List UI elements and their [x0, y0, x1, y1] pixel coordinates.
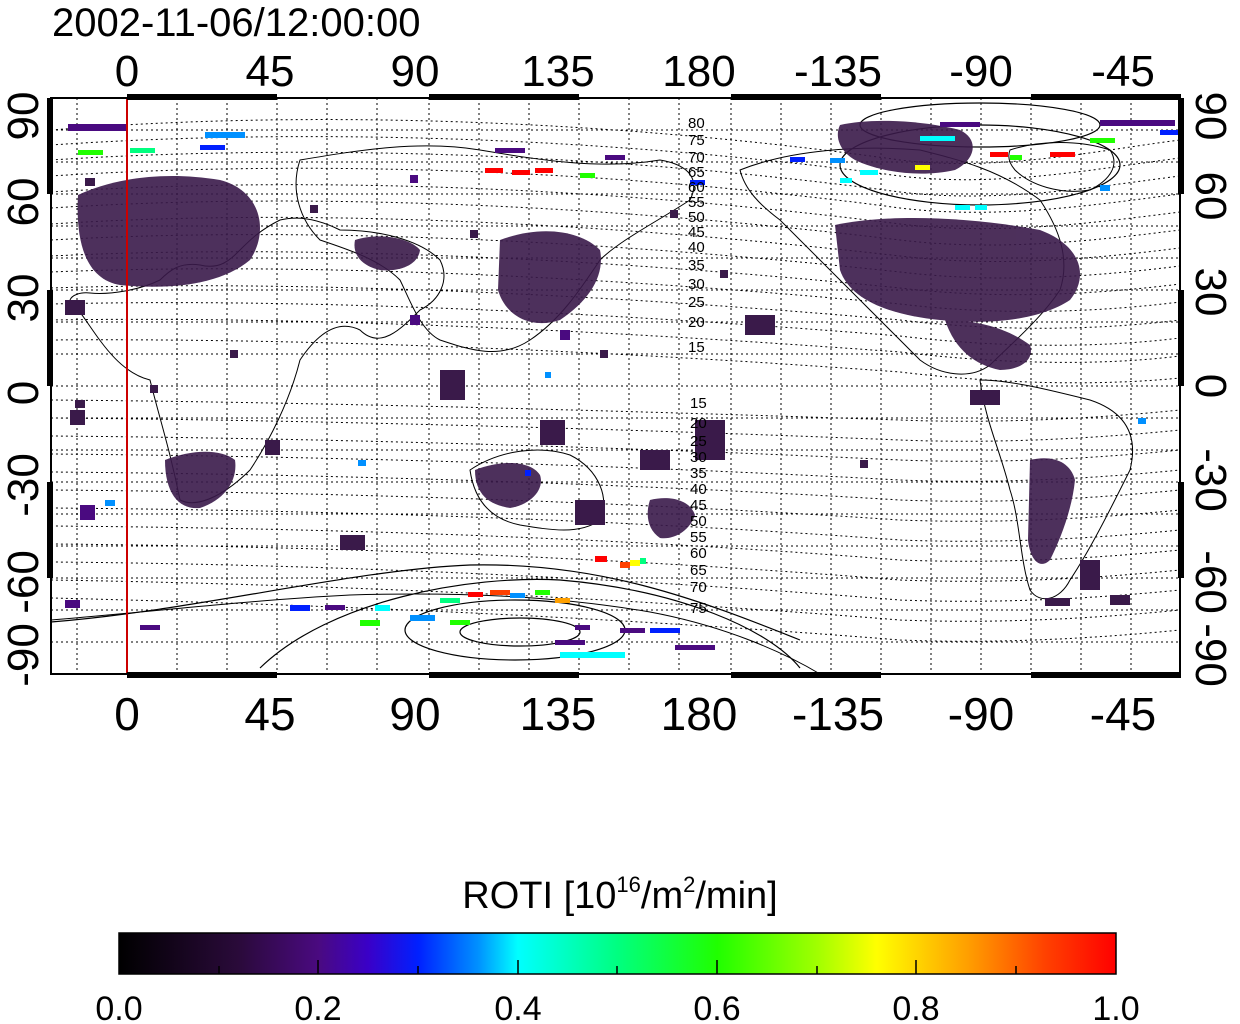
southern-polar-contours: [51, 564, 801, 669]
contour-label: 55: [688, 194, 705, 211]
lon-tick-label: 0: [114, 688, 140, 740]
lat-tick-label: 60: [0, 178, 48, 227]
colorbar-tick-label: 0.2: [294, 990, 341, 1024]
colorbar-tick-label: 1.0: [1092, 990, 1139, 1024]
lon-tick-label: 45: [246, 47, 295, 96]
contour-label: 40: [688, 239, 705, 256]
lat-tick-label: 60: [1186, 172, 1235, 221]
lat-tick-label: 0: [0, 381, 48, 405]
left-latitude-axis: 90 60 30 0 -30 -60 -90: [0, 92, 48, 687]
colorbar-tick-label: 0.0: [95, 990, 142, 1024]
lon-tick-label: -45: [1091, 47, 1155, 96]
contour-label: 65: [690, 562, 707, 579]
contour-label: 70: [690, 579, 707, 596]
roti-data-points: [65, 120, 1180, 658]
contour-label: 80: [688, 115, 705, 132]
lat-tick-label: 90: [0, 92, 48, 141]
lat-tick-label: 90: [1186, 92, 1235, 141]
lon-tick-label: -45: [1090, 688, 1156, 740]
contour-label: 60: [688, 179, 705, 196]
contour-label: 75: [690, 600, 707, 617]
top-longitude-axis: 0 45 90 135 180 -135 -90 -45: [115, 47, 1155, 96]
lat-tick-label: 30: [0, 274, 48, 323]
lat-tick-label: 30: [1186, 268, 1235, 317]
timestamp-title: 2002-11-06/12:00:00: [52, 1, 420, 45]
contour-label: 60: [690, 545, 707, 562]
lat-tick-label: -30: [0, 453, 48, 517]
colorbar: 0.0 0.2 0.4 0.6 0.8 1.0: [95, 932, 1140, 1024]
colorbar-tick-label: 0.6: [693, 990, 740, 1024]
lon-tick-label: -135: [794, 47, 882, 96]
contour-label: 20: [690, 415, 707, 432]
contour-label: 50: [690, 513, 707, 530]
colorbar-title-exponent: 16: [616, 872, 641, 897]
lon-tick-label: 135: [520, 688, 597, 740]
contour-label: 45: [690, 497, 707, 514]
lat-tick-label: -60: [0, 550, 48, 614]
colorbar-title-main: ROTI [10: [462, 875, 617, 917]
lat-tick-label: -90: [0, 623, 48, 687]
right-latitude-axis: 90 60 30 0 -30 -60 -90: [1186, 92, 1235, 687]
contour-labels-south: 15 20 25 30 35 40 45 50 55 60 65 70 75: [690, 395, 707, 617]
contour-label: 70: [688, 149, 705, 166]
lon-tick-label: 90: [391, 47, 440, 96]
contour-label: 50: [688, 209, 705, 226]
contour-label: 30: [690, 449, 707, 466]
colorbar-title-end: /min]: [695, 875, 778, 917]
bottom-longitude-axis: 0 45 90 135 180 -135 -90 -45: [114, 688, 1156, 740]
contour-label: 55: [690, 529, 707, 546]
colorbar-tick-label: 0.8: [892, 990, 939, 1024]
lat-tick-label: -30: [1186, 448, 1235, 512]
contour-label: 35: [688, 257, 705, 274]
lon-tick-label: 0: [115, 47, 139, 96]
lon-tick-label: -90: [949, 47, 1013, 96]
map-panel: 80 75 70 65 60 55 50 45 40 35 30 25 20 1…: [47, 94, 1184, 678]
lon-tick-label: 135: [521, 47, 594, 96]
roti-data-regions: [77, 120, 1080, 564]
lon-tick-label: -135: [792, 688, 884, 740]
contour-label: 65: [688, 164, 705, 181]
colorbar-ticks: [218, 960, 1017, 974]
contour-label: 35: [690, 465, 707, 482]
contour-label: 45: [688, 224, 705, 241]
lat-tick-label: -90: [1186, 623, 1235, 687]
contour-label: 15: [690, 395, 707, 412]
contour-label: 15: [688, 339, 705, 356]
lon-tick-label: 180: [662, 47, 735, 96]
colorbar-tick-labels: 0.0 0.2 0.4 0.6 0.8 1.0: [95, 990, 1139, 1024]
contour-label: 30: [688, 276, 705, 293]
contour-label: 75: [688, 132, 705, 149]
lon-tick-label: -90: [948, 688, 1014, 740]
lat-tick-label: 0: [1186, 374, 1235, 398]
colorbar-title-exponent-2: 2: [683, 872, 696, 897]
contour-labels-north: 80 75 70 65 60 55 50 45 40 35 30 25 20 1…: [688, 115, 705, 356]
contour-label: 25: [690, 433, 707, 450]
colorbar-tick-label: 0.4: [494, 990, 541, 1024]
colorbar-title-unit: /m: [640, 875, 684, 917]
frame-bars: [47, 94, 1184, 678]
contour-label: 25: [688, 294, 705, 311]
lon-tick-label: 90: [389, 688, 440, 740]
lon-tick-label: 45: [244, 688, 295, 740]
lon-tick-label: 180: [661, 688, 738, 740]
lat-tick-label: -60: [1186, 550, 1235, 614]
colorbar-title: ROTI [1016/m2/min]: [0, 872, 1240, 918]
contour-label: 20: [688, 314, 705, 331]
contour-label: 40: [690, 481, 707, 498]
